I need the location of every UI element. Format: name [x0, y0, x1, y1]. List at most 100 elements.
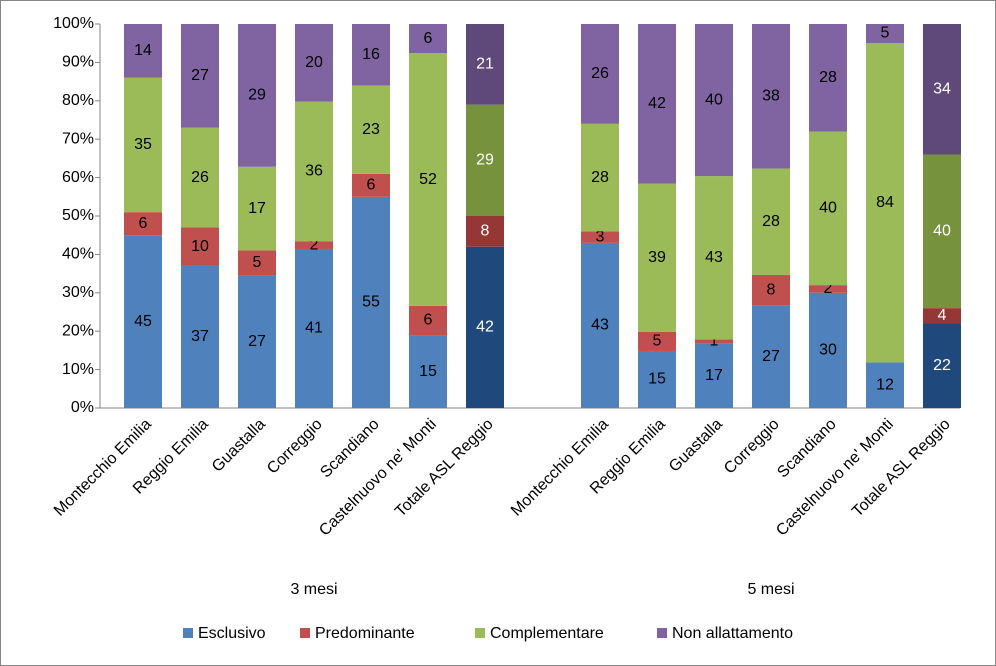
bar-segment	[295, 248, 333, 408]
bar-segment	[695, 24, 733, 177]
bar-segment	[695, 343, 733, 408]
data-label: 55	[362, 294, 380, 311]
data-label: 28	[591, 169, 609, 186]
bar-segment	[238, 250, 276, 276]
data-label: 43	[705, 249, 723, 266]
bar-segment	[638, 350, 676, 408]
data-label: 15	[419, 363, 437, 380]
bar-segment	[466, 246, 504, 408]
bar-segment	[124, 24, 162, 78]
data-label: 42	[648, 95, 666, 112]
bar-segment	[752, 305, 790, 408]
data-label: 28	[762, 213, 780, 230]
data-label: 8	[767, 281, 776, 298]
data-label: 29	[248, 87, 266, 104]
data-label: 37	[191, 328, 209, 345]
y-tick-label: 0%	[71, 399, 94, 416]
data-label: 28	[819, 69, 837, 86]
data-label: 38	[762, 87, 780, 104]
data-label: 3	[596, 228, 605, 245]
legend-label: Esclusivo	[198, 625, 266, 642]
bar-segment	[124, 212, 162, 236]
data-label: 27	[248, 333, 266, 350]
data-label: 10	[191, 238, 209, 255]
group-label: 5 mesi	[747, 581, 794, 598]
bar-segment	[866, 43, 904, 363]
data-label: 41	[305, 320, 323, 337]
y-tick-label: 30%	[62, 284, 94, 301]
bar-segment	[695, 339, 733, 344]
bar-segment	[352, 196, 390, 408]
legend-label: Complementare	[490, 625, 604, 642]
bar-segment	[409, 24, 447, 54]
data-label: 29	[476, 152, 494, 169]
data-label: 45	[134, 313, 152, 330]
legend-label: Non allattamento	[672, 625, 793, 642]
y-tick-label: 50%	[62, 207, 94, 224]
bar-segment	[923, 308, 961, 324]
y-tick-label: 40%	[62, 246, 94, 263]
data-label: 39	[648, 249, 666, 266]
legend-swatch	[475, 628, 485, 638]
bar-segment	[809, 24, 847, 132]
legend-swatch	[300, 628, 310, 638]
data-label: 26	[191, 169, 209, 186]
y-tick-label: 90%	[62, 54, 94, 71]
y-tick-label: 10%	[62, 361, 94, 378]
bar-segment	[238, 24, 276, 167]
data-label: 34	[933, 80, 951, 97]
bar-segment	[638, 24, 676, 184]
bar-segment	[581, 242, 619, 408]
bar-segment	[809, 131, 847, 286]
bar-segment	[581, 24, 619, 124]
data-label: 36	[305, 163, 323, 180]
bar-segment	[466, 216, 504, 247]
y-tick-label: 100%	[53, 15, 94, 32]
bar-segment	[124, 77, 162, 213]
bar-segment	[752, 274, 790, 306]
data-label: 12	[876, 376, 894, 393]
bar-segment	[466, 24, 504, 105]
data-label: 40	[705, 91, 723, 108]
bar-segment	[352, 85, 390, 174]
legend-swatch	[183, 628, 193, 638]
data-label: 8	[481, 223, 490, 240]
bar-segment	[752, 168, 790, 275]
bar-segment	[581, 123, 619, 232]
data-label: 42	[476, 319, 494, 336]
data-label: 2	[310, 236, 319, 253]
data-label: 40	[933, 223, 951, 240]
bar-segment	[809, 292, 847, 408]
bar-segment	[409, 305, 447, 336]
bar-segment	[352, 173, 390, 197]
data-label: 30	[819, 342, 837, 359]
data-label: 1	[710, 333, 719, 350]
data-label: 16	[362, 46, 380, 63]
bar-segment	[581, 231, 619, 243]
bar-segment	[181, 227, 219, 266]
data-label: 6	[424, 30, 433, 47]
bar-segment	[809, 285, 847, 293]
y-tick-label: 70%	[62, 130, 94, 147]
data-label: 5	[253, 254, 262, 271]
bar-segment	[181, 127, 219, 228]
data-label: 5	[881, 25, 890, 42]
bar-segment	[409, 53, 447, 306]
data-label: 6	[424, 312, 433, 329]
data-label: 27	[762, 348, 780, 365]
data-label: 4	[938, 307, 947, 324]
bar-segment	[124, 235, 162, 408]
y-tick-label: 20%	[62, 322, 94, 339]
data-label: 43	[591, 317, 609, 334]
legend-label: Predominante	[315, 625, 415, 642]
data-label: 17	[705, 367, 723, 384]
legend-swatch	[657, 628, 667, 638]
bar-segment	[866, 24, 904, 44]
bar-segment	[866, 362, 904, 408]
bar-segment	[295, 241, 333, 249]
bar-segment	[295, 24, 333, 102]
bar-segment	[638, 183, 676, 332]
bar-segment	[181, 24, 219, 128]
data-label: 52	[419, 171, 437, 188]
